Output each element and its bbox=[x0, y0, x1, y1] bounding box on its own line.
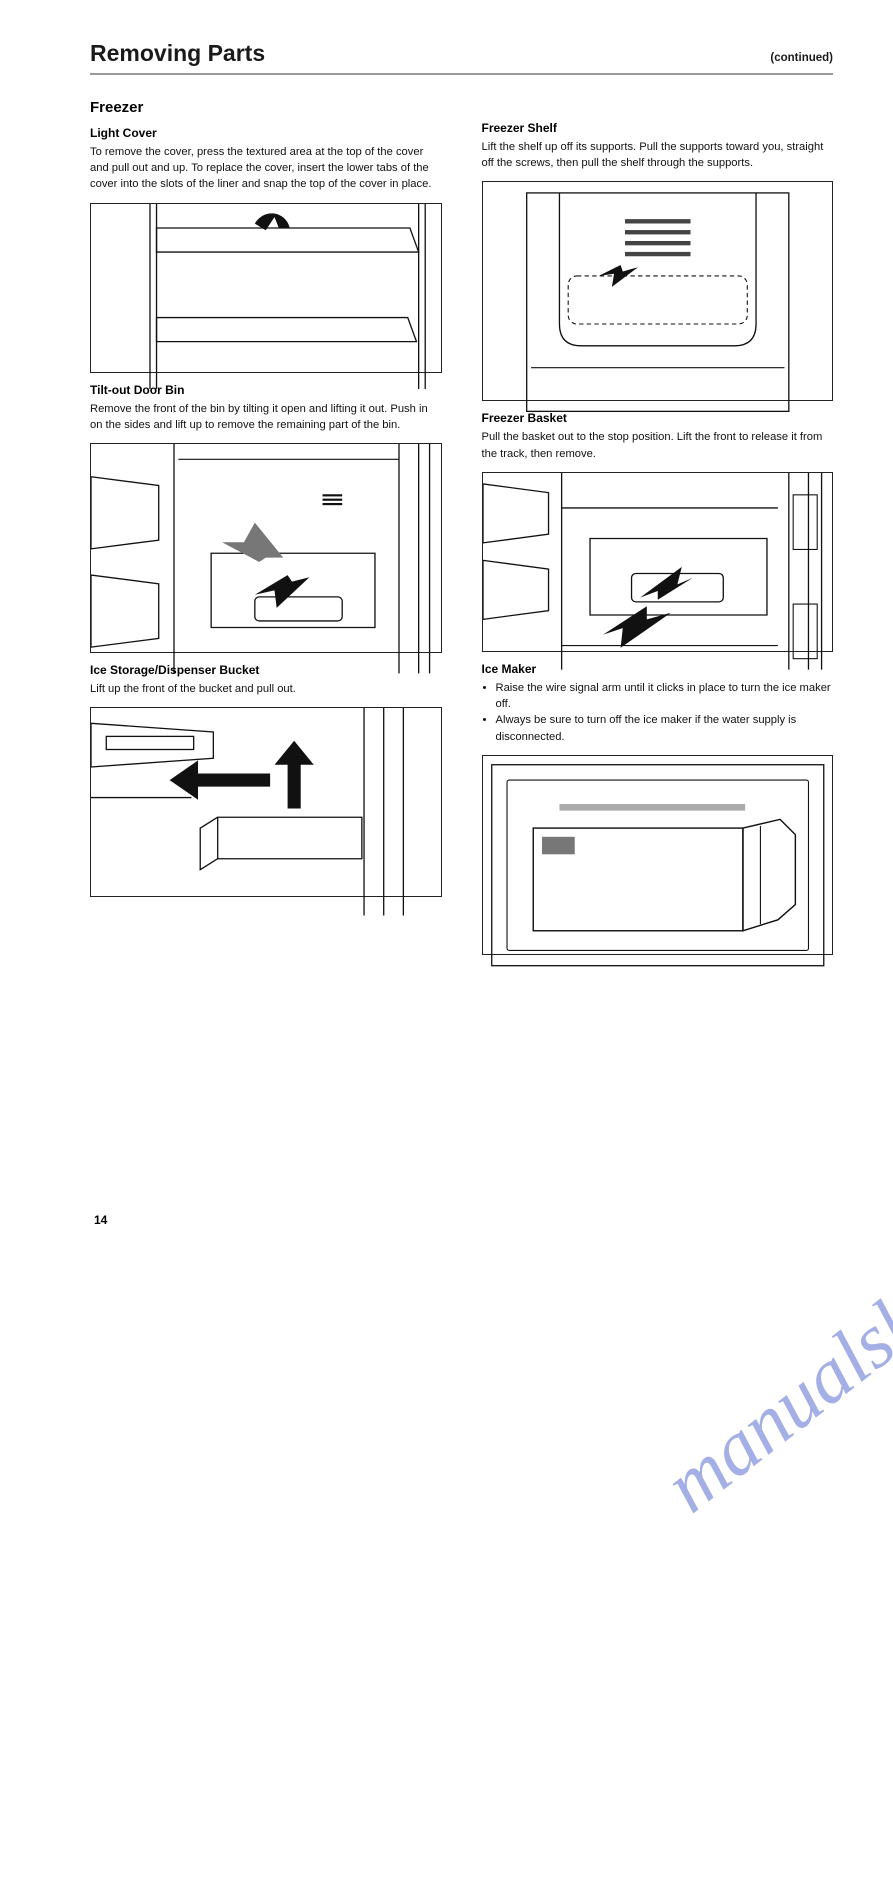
bucket-text: Lift up the front of the bucket and pull… bbox=[90, 681, 442, 697]
basket-text: Pull the basket out to the stop position… bbox=[482, 429, 834, 461]
continued-label: (continued) bbox=[770, 52, 833, 64]
icemaker-figure bbox=[482, 755, 834, 955]
section-freezer-heading: Freezer bbox=[90, 99, 442, 116]
shelf-text: Lift the shelf up off its supports. Pull… bbox=[482, 139, 834, 171]
page-title: Removing Parts bbox=[90, 40, 265, 67]
tilt-out-heading: Tilt-out Door Bin bbox=[90, 383, 442, 397]
bucket-figure bbox=[90, 707, 442, 897]
light-cover-heading: Light Cover bbox=[90, 126, 442, 140]
basket-figure bbox=[482, 472, 834, 652]
bucket-heading: Ice Storage/Dispenser Bucket bbox=[90, 663, 442, 677]
basket-heading: Freezer Basket bbox=[482, 411, 834, 425]
tilt-out-figure bbox=[90, 443, 442, 653]
page-number: 14 bbox=[94, 1213, 107, 1227]
tilt-out-text: Remove the front of the bin by tilting i… bbox=[90, 401, 442, 433]
header-row: Removing Parts (continued) bbox=[90, 40, 833, 75]
svg-text:manualshive.com: manualshive.com bbox=[647, 1125, 893, 1528]
icemaker-bullet-2: Always be sure to turn off the ice maker… bbox=[496, 712, 834, 744]
shelf-heading: Freezer Shelf bbox=[482, 121, 834, 135]
light-cover-figure bbox=[90, 203, 442, 373]
icemaker-bullet-1: Raise the wire signal arm until it click… bbox=[496, 680, 834, 712]
right-column: Freezer Shelf Lift the shelf up off its … bbox=[482, 89, 834, 961]
shelf-figure bbox=[482, 181, 834, 401]
left-column: Freezer Light Cover To remove the cover,… bbox=[90, 89, 442, 961]
light-cover-text: To remove the cover, press the textured … bbox=[90, 144, 442, 193]
icemaker-heading: Ice Maker bbox=[482, 662, 834, 676]
icemaker-list: Raise the wire signal arm until it click… bbox=[482, 680, 834, 745]
